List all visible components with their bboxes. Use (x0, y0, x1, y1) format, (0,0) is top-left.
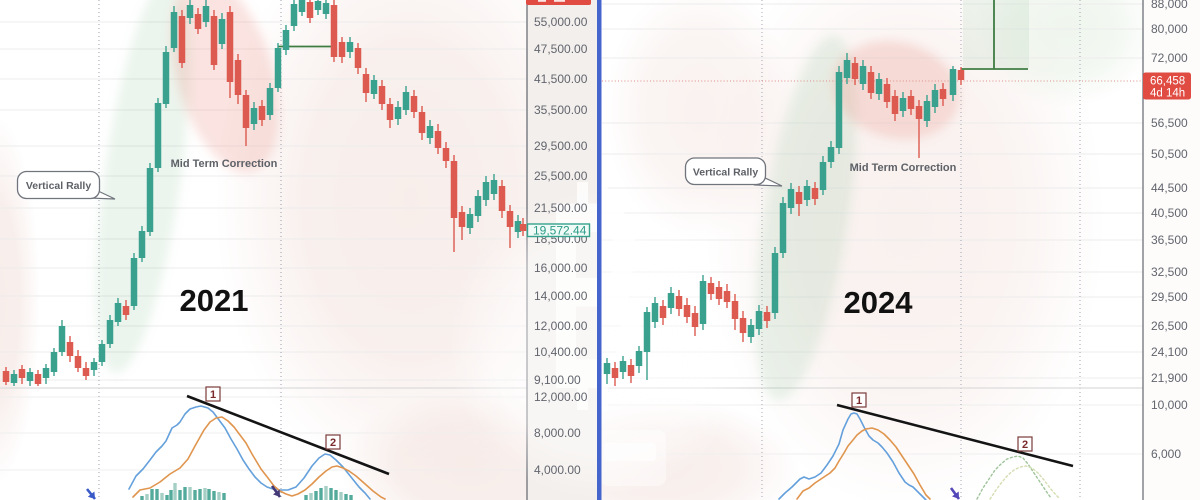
svg-text:21,900: 21,900 (1151, 371, 1188, 385)
svg-text:55,000.00: 55,000.00 (534, 15, 588, 29)
svg-text:4d 14h: 4d 14h (1150, 88, 1185, 100)
svg-text:2: 2 (330, 437, 336, 449)
svg-text:8,000.00: 8,000.00 (534, 426, 581, 440)
svg-text:10,400.00: 10,400.00 (534, 345, 588, 359)
svg-text:16,000.00: 16,000.00 (534, 261, 588, 275)
svg-text:24,100: 24,100 (1151, 345, 1188, 359)
svg-text:19,572.44: 19,572.44 (533, 224, 587, 238)
svg-text:26,500: 26,500 (1151, 319, 1188, 333)
svg-text:9,100.00: 9,100.00 (534, 373, 581, 387)
svg-text:1: 1 (210, 389, 216, 401)
svg-text:50,500: 50,500 (1151, 147, 1188, 161)
svg-text:Mid Term Correction: Mid Term Correction (850, 162, 957, 174)
svg-text:14,000.00: 14,000.00 (534, 289, 588, 303)
svg-text:2024: 2024 (844, 285, 914, 320)
svg-text:4,000.00: 4,000.00 (534, 463, 581, 477)
svg-text:29,500.00: 29,500.00 (534, 139, 588, 153)
svg-text:B: B (547, 147, 648, 446)
svg-text:88,000: 88,000 (1151, 0, 1188, 11)
svg-text:41,500.00: 41,500.00 (534, 72, 588, 86)
svg-text:29,500: 29,500 (1151, 290, 1188, 304)
svg-text:6,000: 6,000 (1151, 447, 1181, 461)
svg-text:44,500: 44,500 (1151, 181, 1188, 195)
svg-text:12,000.00: 12,000.00 (534, 390, 588, 404)
svg-text:21,500.00: 21,500.00 (534, 201, 588, 215)
svg-text:32,500: 32,500 (1151, 265, 1188, 279)
svg-text:12,000.00: 12,000.00 (534, 319, 588, 333)
svg-text:2: 2 (1022, 439, 1028, 451)
svg-text:72,000: 72,000 (1151, 51, 1188, 65)
svg-text:35,500.00: 35,500.00 (534, 103, 588, 117)
svg-text:40,500: 40,500 (1151, 206, 1188, 220)
svg-text:Vertical Rally: Vertical Rally (26, 180, 92, 192)
svg-text:36,500: 36,500 (1151, 233, 1188, 247)
svg-text:Vertical Rally: Vertical Rally (693, 167, 759, 179)
svg-text:47,500.00: 47,500.00 (534, 42, 588, 56)
svg-text:2021: 2021 (180, 283, 249, 318)
svg-text:1: 1 (856, 395, 862, 407)
svg-text:25,500.00: 25,500.00 (534, 169, 588, 183)
svg-text:Mid Term Correction: Mid Term Correction (171, 158, 278, 170)
svg-text:56,500: 56,500 (1151, 116, 1188, 130)
svg-text:80,000: 80,000 (1151, 22, 1188, 36)
svg-text:66,458: 66,458 (1150, 76, 1185, 88)
svg-text:10,000: 10,000 (1151, 398, 1188, 412)
